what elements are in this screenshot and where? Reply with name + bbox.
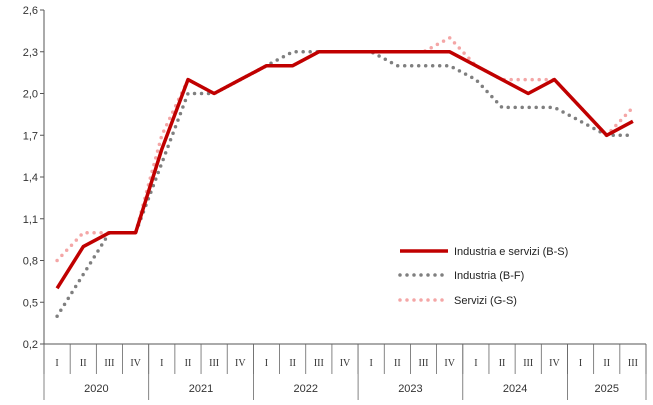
- year-label: 2021: [189, 383, 213, 395]
- quarter-label: II: [394, 358, 401, 369]
- data-point: [109, 232, 110, 233]
- quarter-label: I: [160, 358, 163, 369]
- quarter-label: IV: [340, 358, 351, 369]
- quarter-label: III: [104, 358, 114, 369]
- quarter-label: II: [80, 358, 87, 369]
- quarter-label: III: [523, 358, 533, 369]
- data-point: [449, 51, 450, 52]
- data-point: [292, 51, 293, 52]
- quarter-label: IV: [549, 358, 560, 369]
- quarter-label: I: [579, 358, 582, 369]
- data-point: [187, 79, 188, 80]
- year-label: 2024: [503, 383, 527, 395]
- quarter-label: IV: [130, 358, 141, 369]
- data-point: [606, 135, 607, 136]
- y-axis: 0,2 0,5 0,8 1,1 1,4 1,7 2,0 2,3 2,6: [23, 5, 45, 351]
- y-tick-label: 2,3: [23, 47, 38, 59]
- y-tick-label: 2,0: [23, 89, 38, 101]
- data-point: [423, 65, 424, 66]
- legend-label: Industria (B-F): [454, 270, 524, 282]
- data-point: [502, 79, 503, 80]
- quarter-label: II: [185, 358, 192, 369]
- quarter-label: III: [419, 358, 429, 369]
- data-point: [187, 93, 188, 94]
- data-point: [135, 232, 136, 233]
- legend: Industria e servizi (B-S) Industria (B-F)…: [398, 246, 568, 307]
- data-point: [502, 107, 503, 108]
- data-point: [214, 93, 215, 94]
- y-tick-label: 1,4: [23, 172, 38, 184]
- quarter-label: II: [603, 358, 610, 369]
- data-point: [161, 135, 162, 136]
- data-point: [632, 135, 633, 136]
- data-point: [240, 79, 241, 80]
- data-point: [580, 107, 581, 108]
- data-point: [397, 51, 398, 52]
- data-point: [554, 107, 555, 108]
- data-point: [292, 65, 293, 66]
- data-point: [528, 79, 529, 80]
- y-tick-label: 1,7: [23, 130, 38, 142]
- data-point: [475, 79, 476, 80]
- y-tick-label: 1,1: [23, 214, 38, 226]
- data-point: [554, 79, 555, 80]
- y-tick-label: 0,5: [23, 297, 38, 309]
- data-point: [83, 246, 84, 247]
- data-point: [423, 51, 424, 52]
- series-layer: [55, 36, 635, 318]
- data-point: [528, 93, 529, 94]
- data-point: [161, 163, 162, 164]
- data-point: [83, 274, 84, 275]
- data-point: [83, 232, 84, 233]
- data-point: [632, 121, 633, 122]
- data-point: [57, 316, 58, 317]
- series-line: [55, 36, 635, 263]
- year-label: 2020: [84, 383, 108, 395]
- quarter-label: III: [628, 358, 638, 369]
- quarter-label: I: [55, 358, 58, 369]
- quarter-label: IV: [444, 358, 455, 369]
- year-label: 2023: [398, 383, 422, 395]
- year-label: 2025: [594, 383, 618, 395]
- data-point: [632, 107, 633, 108]
- series-line: [55, 50, 635, 318]
- data-point: [57, 260, 58, 261]
- data-point: [266, 65, 267, 66]
- data-point: [397, 65, 398, 66]
- data-point: [371, 51, 372, 52]
- year-label: 2022: [293, 383, 317, 395]
- y-tick-label: 2,6: [23, 5, 38, 17]
- series-line: [55, 50, 634, 290]
- y-tick-label: 0,8: [23, 256, 38, 268]
- quarter-label: IV: [235, 358, 246, 369]
- quarter-label: I: [370, 358, 373, 369]
- quarter-label: II: [289, 358, 296, 369]
- data-point: [161, 149, 162, 150]
- legend-label: Servizi (G-S): [454, 295, 517, 307]
- data-point: [449, 37, 450, 38]
- quarter-label: II: [499, 358, 506, 369]
- data-point: [528, 107, 529, 108]
- quarter-label: III: [209, 358, 219, 369]
- legend-label: Industria e servizi (B-S): [454, 246, 568, 258]
- data-point: [580, 121, 581, 122]
- quarter-label: I: [474, 358, 477, 369]
- x-axis: I II III IV I II III IV I II III IV I II III IV I II III IV…: [43, 343, 647, 400]
- data-point: [57, 288, 58, 289]
- y-tick-label: 0,2: [23, 339, 38, 351]
- quarter-label: III: [314, 358, 324, 369]
- quarter-label: I: [265, 358, 268, 369]
- data-point: [345, 51, 346, 52]
- data-point: [449, 65, 450, 66]
- data-point: [475, 65, 476, 66]
- data-point: [318, 51, 319, 52]
